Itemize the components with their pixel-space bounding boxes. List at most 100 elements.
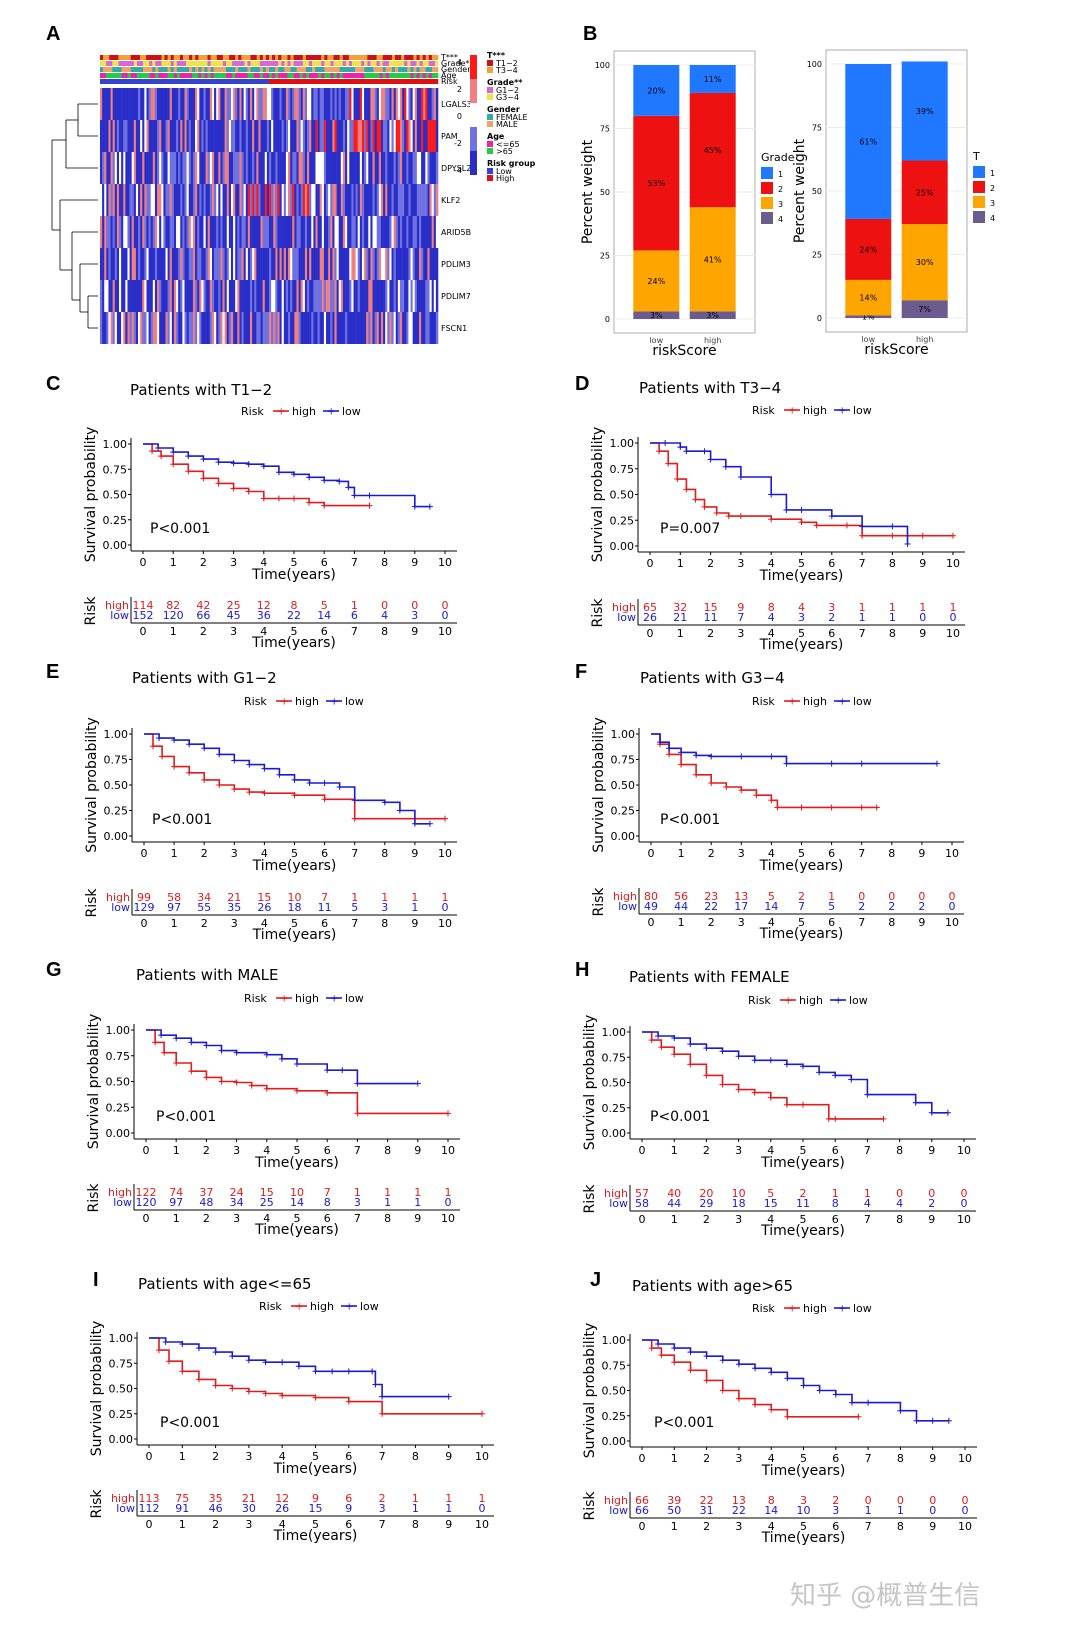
- heatmap-cell: [298, 184, 301, 216]
- heatmap-cell: [258, 216, 261, 248]
- censor-mark: [678, 761, 685, 768]
- legend-title: Risk: [244, 695, 267, 708]
- annotation-cell: [100, 61, 104, 66]
- heatmap-cell: [218, 152, 221, 184]
- annotation-cell: [398, 79, 402, 84]
- risk-count: 22: [704, 900, 718, 913]
- heatmap-cell: [345, 120, 348, 152]
- heatmap-cell: [254, 88, 257, 120]
- heatmap-cell: [393, 280, 397, 312]
- heatmap-cell: [114, 184, 118, 216]
- heatmap-cell: [230, 88, 234, 120]
- heatmap-cell: [395, 248, 399, 280]
- censor-mark: [195, 1376, 202, 1383]
- legend-label: 1: [778, 170, 783, 179]
- annotation-cell: [109, 79, 113, 84]
- heatmap-cell: [397, 88, 401, 120]
- annotation-cell: [394, 67, 399, 72]
- censor-mark: [159, 753, 166, 760]
- heatmap-cell: [418, 88, 422, 120]
- heatmap-cell: [205, 184, 209, 216]
- annotation-cell: [428, 61, 433, 66]
- table-x-tick-label: 0: [140, 625, 147, 638]
- censor-mark: [719, 1081, 726, 1088]
- heatmap-cell: [146, 216, 149, 248]
- heatmap-cell: [199, 120, 202, 152]
- heatmap-cell: [391, 88, 394, 120]
- annotation-cell: [361, 55, 365, 60]
- heatmap-cell: [366, 152, 369, 184]
- table-x-axis-title: Time(years): [760, 1223, 845, 1239]
- table-x-tick-label: 9: [445, 1518, 452, 1531]
- heatmap-cell: [328, 280, 331, 312]
- heatmap-cell: [383, 312, 386, 344]
- annotation-cell: [247, 79, 251, 84]
- heatmap-cell: [190, 312, 194, 344]
- x-tick-label: 0: [639, 1452, 646, 1465]
- annotation-cell: [167, 67, 171, 72]
- heatmap-cell: [165, 248, 168, 280]
- censor-mark: [149, 448, 156, 455]
- panel-title: Patients with age>65: [632, 1277, 793, 1295]
- heatmap-cell: [435, 216, 439, 248]
- table-x-tick-label: 2: [707, 627, 714, 640]
- heatmap-cell: [364, 120, 367, 152]
- heatmap-cell: [393, 120, 397, 152]
- legend-label: 1: [990, 169, 995, 178]
- censor-mark: [737, 513, 744, 520]
- heatmap-cell: [307, 280, 310, 312]
- annotation-cell: [407, 73, 411, 78]
- heatmap-cell: [125, 312, 128, 344]
- heatmap-cell: [307, 152, 310, 184]
- heatmap-cell: [296, 312, 299, 344]
- heatmap-cell: [368, 216, 371, 248]
- heatmap-cell: [296, 120, 299, 152]
- heatmap-cell: [357, 248, 361, 280]
- heatmap-cell: [330, 280, 333, 312]
- annotation-cell: [293, 73, 297, 78]
- heatmap-cell: [214, 216, 217, 248]
- annotation-cell: [434, 79, 439, 84]
- table-x-tick-label: 1: [173, 1212, 180, 1225]
- x-tick-label: 1: [170, 556, 177, 569]
- panel-title: Patients with age<=65: [138, 1275, 312, 1293]
- heatmap-cell: [288, 248, 291, 280]
- risk-count: 1: [412, 1492, 419, 1505]
- x-tick-label: 10: [438, 847, 452, 860]
- heatmap-cell: [347, 184, 350, 216]
- heatmap-cell: [351, 88, 354, 120]
- heatmap-cell: [435, 120, 439, 152]
- annotation-cell: [410, 61, 414, 66]
- heatmap-cell: [106, 248, 109, 280]
- legend-marker: +: [788, 697, 796, 708]
- censor-mark: [321, 779, 328, 786]
- annotation-cell: [182, 61, 187, 66]
- heatmap-cell: [292, 248, 295, 280]
- heatmap-cell: [163, 88, 166, 120]
- table-x-tick-label: 3: [737, 627, 744, 640]
- heatmap-cell: [167, 120, 171, 152]
- risk-count: 4: [798, 601, 805, 614]
- table-x-tick-label: 7: [864, 1213, 871, 1226]
- heatmap-cell: [207, 120, 211, 152]
- risk-count: 0: [411, 599, 418, 612]
- heatmap-cell: [214, 152, 217, 184]
- annotation-cell: [281, 55, 285, 60]
- risk-count: 1: [351, 891, 358, 904]
- heatmap-cell: [260, 184, 263, 216]
- heatmap-cell: [349, 248, 352, 280]
- annotation-cell: [388, 61, 393, 66]
- annotation-cell: [284, 79, 288, 84]
- heatmap-cell: [135, 120, 139, 152]
- risk-count: 114: [133, 599, 154, 612]
- table-x-tick-label: 10: [438, 625, 452, 638]
- risk-count: 9: [312, 1492, 319, 1505]
- heatmap-cell: [397, 216, 401, 248]
- annotation-cell: [103, 73, 107, 78]
- heatmap-cell: [317, 184, 320, 216]
- risk-count: 23: [704, 890, 718, 903]
- heatmap-cell: [142, 216, 145, 248]
- heatmap-cell: [351, 216, 354, 248]
- heatmap-cell: [342, 280, 346, 312]
